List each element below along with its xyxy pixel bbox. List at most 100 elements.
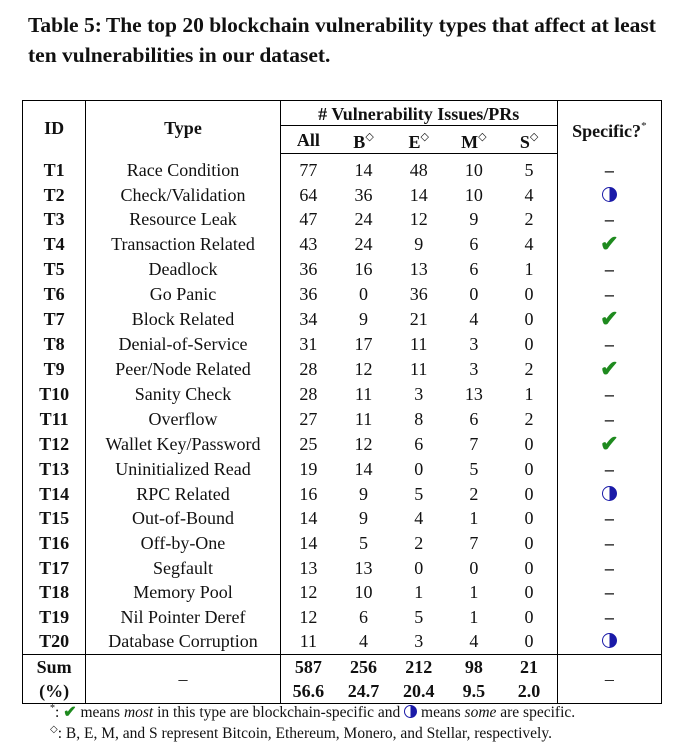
row-m: 2 [469, 483, 479, 504]
row-m: 4 [469, 309, 479, 330]
table-row: T13 Uninitialized Read 19 14 0 5 0 – [22, 457, 662, 482]
table-row: T17 Segfault 13 13 0 0 0 – [22, 555, 662, 581]
row-specific: – [557, 332, 661, 357]
row-b: 10 [354, 582, 373, 603]
row-e: 13 [409, 259, 428, 280]
dash-icon: – [604, 283, 614, 304]
row-all: 36 [299, 283, 318, 304]
row-s: 1 [501, 382, 558, 407]
row-specific: – [557, 556, 661, 581]
row-e: 0 [414, 557, 424, 578]
row-type: Transaction Related [85, 231, 281, 258]
table-row: T6 Go Panic 36 0 36 0 0 – [22, 281, 662, 307]
row-id: T20 [22, 629, 87, 655]
caption-text: The top 20 blockchain vulnerability type… [28, 13, 656, 67]
row-e: 21 [409, 309, 428, 330]
row-e: 1 [414, 582, 424, 603]
row-e: 3 [391, 629, 447, 655]
row-specific: ✔ [557, 305, 661, 333]
row-b: 4 [335, 629, 392, 655]
sum-b: 256 [335, 653, 392, 679]
sum-type: – [85, 653, 281, 704]
footnote-star: *: ✔ means most in this type are blockch… [50, 703, 576, 721]
row-s: 0 [501, 629, 558, 655]
row-m: 6 [469, 259, 479, 280]
table-row: T4 Transaction Related 43 24 9 6 4 ✔ [22, 231, 662, 258]
row-m: 7 [469, 434, 479, 455]
row-type: RPC Related [85, 481, 281, 507]
table-row: T14 RPC Related 16 9 5 2 0 [22, 481, 662, 507]
row-b: 11 [354, 408, 373, 429]
row-m: 3 [469, 334, 479, 355]
row-all: 16 [299, 483, 318, 504]
sum-all: 587 [280, 653, 336, 679]
row-type: Nil Pointer Deref [85, 604, 281, 630]
row-s: 5 [501, 153, 558, 183]
row-e: 5 [414, 483, 424, 504]
row-e: 0 [414, 459, 424, 480]
row-all: 43 [299, 234, 318, 255]
row-id: T9 [22, 356, 87, 383]
row-m: 0 [469, 557, 479, 578]
pct-label: (%) [22, 678, 87, 704]
row-specific [557, 183, 661, 208]
row-e: 14 [409, 184, 428, 205]
row-b: 17 [354, 334, 373, 355]
row-type: Check/Validation [85, 182, 281, 208]
check-icon: ✔ [600, 305, 619, 331]
row-b: 9 [359, 508, 369, 529]
dash-icon: – [604, 508, 614, 529]
header-m: M◇ [446, 125, 502, 154]
row-id: T18 [22, 580, 87, 605]
row-e: 3 [414, 384, 424, 405]
row-specific: – [557, 154, 661, 183]
row-e: 2 [414, 532, 424, 553]
header-id: ID [22, 100, 87, 154]
row-b: 14 [354, 459, 373, 480]
dash-icon: – [604, 384, 614, 405]
row-type: Race Condition [85, 153, 281, 183]
dash-icon: – [604, 557, 614, 578]
row-m: 7 [469, 532, 479, 553]
row-id: T8 [22, 332, 87, 357]
pct-e: 20.4 [402, 680, 435, 701]
table-row: T9 Peer/Node Related 28 12 11 3 2 ✔ [22, 355, 662, 383]
row-b: 14 [354, 160, 373, 180]
row-b: 9 [359, 483, 369, 504]
row-all: 13 [299, 557, 318, 578]
row-e: 5 [414, 606, 424, 627]
check-icon: ✔ [600, 430, 619, 456]
row-b: 0 [359, 283, 369, 304]
row-type: Out-of-Bound [85, 506, 281, 531]
row-specific: – [557, 506, 661, 531]
row-e: 6 [414, 434, 424, 455]
row-e: 8 [414, 408, 424, 429]
row-all: 28 [299, 384, 318, 405]
check-icon: ✔ [63, 704, 77, 721]
half-circle-icon [601, 186, 617, 202]
table-row: T1 Race Condition 77 14 48 10 5 – [22, 153, 662, 183]
row-id: T5 [22, 257, 87, 282]
row-type: Uninitialized Read [85, 457, 281, 482]
caption-label: Table 5: [28, 13, 102, 37]
row-b: 24 [354, 209, 373, 230]
row-m: 9 [469, 209, 479, 230]
row-type: Block Related [85, 306, 281, 333]
row-s: 0 [501, 506, 558, 531]
check-icon: ✔ [600, 355, 619, 381]
dash-icon: – [604, 209, 614, 230]
row-type: Denial-of-Service [85, 332, 281, 357]
row-s: 2 [501, 356, 558, 383]
row-b: 6 [359, 606, 369, 627]
row-b: 16 [354, 259, 373, 280]
row-specific: – [557, 282, 661, 307]
row-type: Wallet Key/Password [85, 431, 281, 458]
row-specific: – [557, 207, 661, 232]
row-m: 0 [469, 283, 479, 304]
row-type: Off-by-One [85, 530, 281, 556]
row-id: T15 [22, 506, 87, 531]
dash-icon: – [604, 408, 614, 429]
row-e: 4 [414, 508, 424, 529]
sum-s: 21 [501, 653, 558, 679]
pct-m: 9.5 [462, 680, 486, 701]
